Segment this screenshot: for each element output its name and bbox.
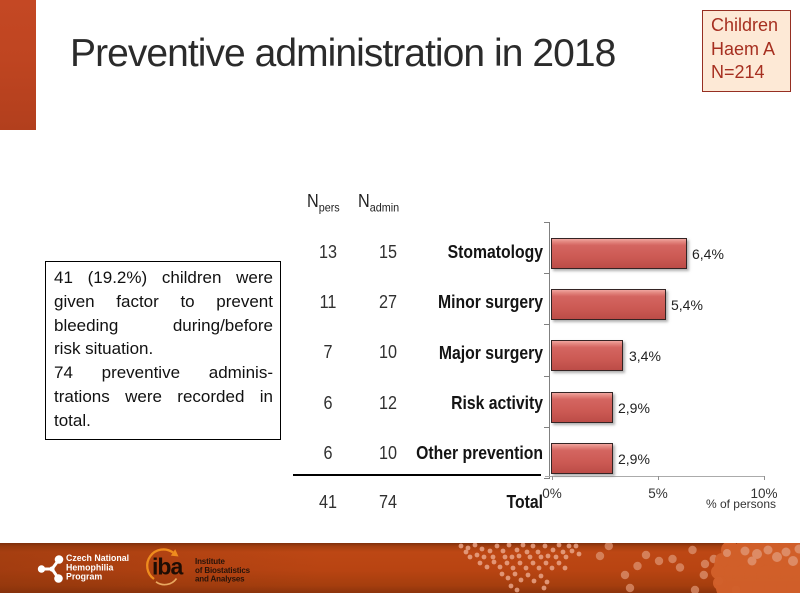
svg-text:and Analyses: and Analyses [195,574,245,583]
svg-text:of Biostatistics: of Biostatistics [195,566,251,575]
svg-text:Czech National: Czech National [66,553,129,563]
svg-text:iba: iba [152,554,183,580]
svg-text:Program: Program [66,572,102,582]
svg-text:Hemophilia: Hemophilia [66,562,114,572]
svg-text:Institute: Institute [195,557,225,566]
